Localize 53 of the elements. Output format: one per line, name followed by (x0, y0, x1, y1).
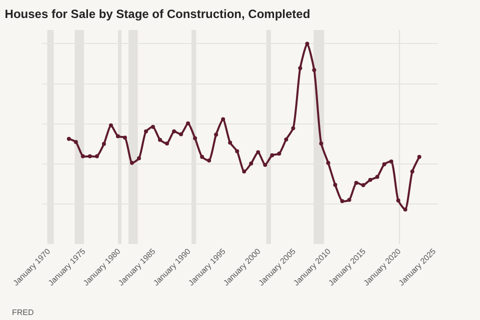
point (417, 154, 422, 159)
point (94, 154, 99, 158)
point (326, 160, 330, 165)
point (256, 150, 260, 154)
point (200, 154, 204, 159)
point (207, 158, 212, 162)
point (144, 129, 148, 134)
point (179, 132, 184, 136)
point (102, 142, 106, 146)
point (235, 149, 240, 154)
point (74, 140, 78, 144)
point (108, 123, 113, 128)
point (221, 117, 226, 122)
text: FRED (12, 308, 34, 317)
point (66, 136, 71, 141)
point (172, 129, 176, 134)
point (263, 162, 268, 167)
point (403, 208, 408, 212)
point (277, 152, 282, 156)
point (193, 136, 198, 140)
point (270, 153, 274, 158)
point (186, 121, 190, 126)
point (242, 169, 246, 174)
point (389, 159, 394, 164)
point (298, 66, 302, 70)
point (130, 160, 134, 165)
point (165, 141, 170, 146)
point (361, 183, 366, 188)
point (151, 124, 155, 129)
point (88, 154, 92, 158)
point (291, 126, 296, 130)
point (410, 169, 414, 174)
point (347, 198, 352, 202)
point (136, 156, 141, 160)
point (354, 180, 358, 185)
point (319, 141, 324, 146)
point (158, 138, 162, 142)
point (80, 154, 85, 158)
point (340, 199, 344, 204)
point (396, 198, 400, 203)
point (116, 134, 120, 138)
point (305, 42, 310, 46)
chart-title: Houses for Sale by Stage of Construction, Completed (4, 7, 310, 21)
point (284, 137, 288, 142)
point (368, 178, 372, 182)
point (122, 136, 127, 140)
point (333, 182, 338, 187)
point (249, 161, 254, 166)
point (382, 162, 386, 166)
point (312, 68, 316, 72)
point (214, 132, 218, 137)
point (375, 174, 380, 179)
point (228, 140, 232, 145)
